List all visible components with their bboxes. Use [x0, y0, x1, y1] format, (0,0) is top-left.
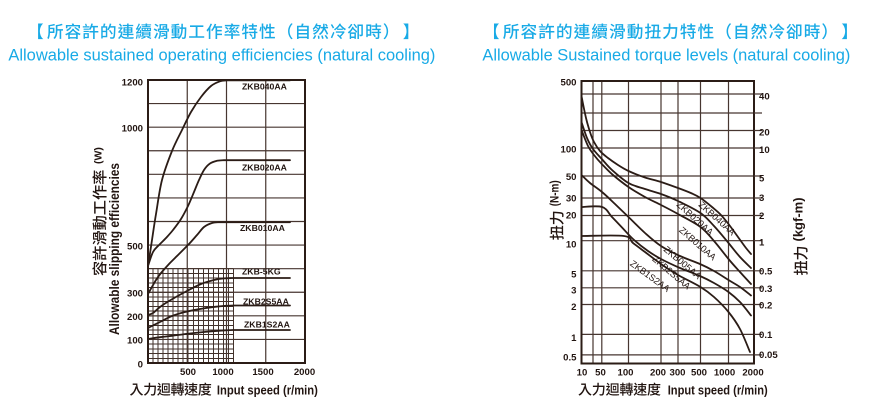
svg-text:(kgf-m): (kgf-m)	[790, 197, 805, 241]
svg-text:100: 100	[560, 144, 576, 155]
svg-text:(N-m): (N-m)	[547, 180, 561, 206]
svg-text:300: 300	[127, 289, 143, 300]
svg-text:2000: 2000	[294, 367, 315, 378]
svg-text:500: 500	[560, 78, 576, 89]
svg-text:5: 5	[759, 173, 765, 184]
svg-text:ZKB1S2AA: ZKB1S2AA	[244, 320, 291, 330]
svg-text:5: 5	[571, 269, 577, 280]
svg-text:300: 300	[669, 368, 685, 379]
svg-text:2: 2	[759, 211, 764, 222]
svg-text:Allowable Sustained torque lev: Allowable Sustained torque levels (natur…	[482, 45, 850, 64]
svg-text:3: 3	[571, 285, 576, 296]
svg-text:1000: 1000	[122, 123, 143, 134]
svg-text:10: 10	[759, 145, 770, 156]
svg-text:ZKB020AA: ZKB020AA	[242, 163, 288, 173]
svg-text:1200: 1200	[122, 77, 143, 88]
svg-text:Allowable sustained operating: Allowable sustained operating efficienci…	[8, 45, 435, 64]
svg-text:ZKB010AA: ZKB010AA	[240, 223, 286, 233]
svg-text:1000: 1000	[212, 367, 233, 378]
svg-text:ZKB2S5AA: ZKB2S5AA	[243, 297, 290, 307]
svg-text:3: 3	[759, 193, 764, 204]
svg-text:0.5: 0.5	[563, 352, 577, 363]
svg-text:10: 10	[566, 239, 577, 250]
svg-text:2000: 2000	[742, 368, 763, 379]
svg-text:500: 500	[127, 241, 143, 252]
svg-text:50: 50	[595, 368, 606, 379]
svg-text:1: 1	[759, 237, 765, 248]
svg-text:Input speed (r/min): Input speed (r/min)	[668, 384, 768, 398]
svg-text:ZKB040AA: ZKB040AA	[242, 82, 288, 92]
svg-text:200: 200	[127, 312, 143, 323]
svg-text:1: 1	[571, 333, 577, 344]
svg-text:200: 200	[650, 368, 666, 379]
svg-text:2: 2	[571, 302, 576, 313]
svg-text:ZKB-5KG: ZKB-5KG	[242, 267, 281, 277]
svg-text:0.05: 0.05	[759, 350, 778, 361]
svg-text:0.5: 0.5	[759, 266, 773, 277]
svg-text:10: 10	[577, 368, 588, 379]
svg-text:0.3: 0.3	[759, 284, 772, 295]
svg-text:1000: 1000	[714, 368, 735, 379]
svg-text:1500: 1500	[252, 367, 273, 378]
svg-text:100: 100	[617, 368, 633, 379]
svg-text:20: 20	[566, 210, 577, 221]
svg-text:Allowable slipping efficiencie: Allowable slipping efficiencies	[107, 163, 122, 335]
svg-text:100: 100	[127, 336, 143, 347]
svg-text:40: 40	[759, 91, 770, 102]
svg-text:(W): (W)	[92, 147, 104, 164]
svg-text:Input speed (r/min): Input speed (r/min)	[217, 384, 318, 398]
svg-text:500: 500	[691, 368, 707, 379]
svg-text:20: 20	[759, 127, 770, 138]
svg-text:0.1: 0.1	[759, 330, 773, 341]
svg-text:50: 50	[566, 172, 577, 183]
svg-text:0: 0	[138, 359, 143, 370]
svg-text:30: 30	[566, 194, 577, 205]
svg-text:0.2: 0.2	[759, 300, 772, 311]
svg-text:500: 500	[180, 367, 196, 378]
